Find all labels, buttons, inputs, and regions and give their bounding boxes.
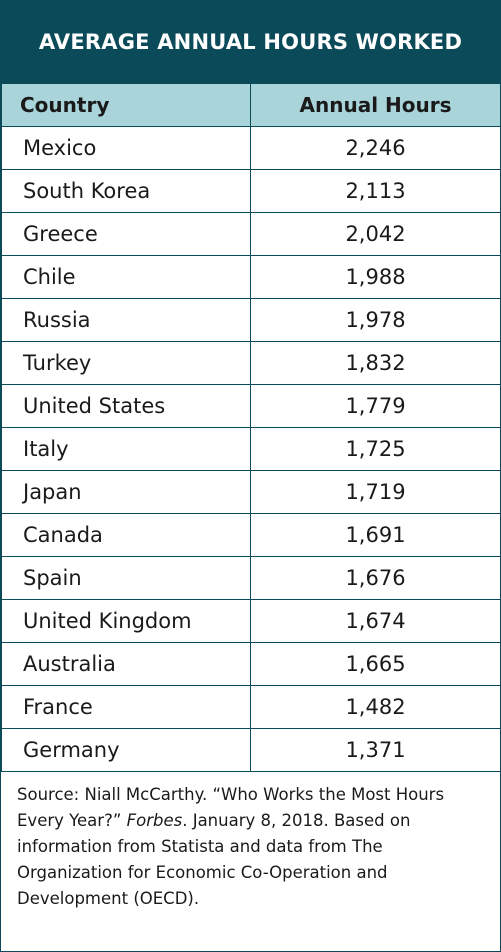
country-cell: Russia <box>1 298 251 342</box>
annual-hours-cell: 1,832 <box>250 341 501 385</box>
table-row: Canada 1,691 <box>1 513 501 557</box>
annual-hours-cell: 1,676 <box>250 556 501 600</box>
annual-hours-cell: 1,988 <box>250 255 501 299</box>
table-row: Australia 1,665 <box>1 642 501 686</box>
column-header-country: Country <box>1 83 251 127</box>
annual-hours-cell: 2,042 <box>250 212 501 256</box>
annual-hours-cell: 2,113 <box>250 169 501 213</box>
country-cell: Canada <box>1 513 251 557</box>
table-row: Chile 1,988 <box>1 255 501 299</box>
country-cell: South Korea <box>1 169 251 213</box>
annual-hours-cell: 1,371 <box>250 728 501 772</box>
table-row: France 1,482 <box>1 685 501 729</box>
country-cell: Greece <box>1 212 251 256</box>
table-row: Germany 1,371 <box>1 728 501 772</box>
source-note: Source: Niall McCarthy. “Who Works the M… <box>1 772 500 912</box>
annual-hours-cell: 1,691 <box>250 513 501 557</box>
table-header: Country Annual Hours <box>1 83 501 127</box>
table-row: United States 1,779 <box>1 384 501 428</box>
country-cell: Mexico <box>1 126 251 170</box>
header-row: Country Annual Hours <box>1 83 501 127</box>
source-text-continued: . January 8, 2018. Based on information … <box>17 811 411 908</box>
country-cell: Spain <box>1 556 251 600</box>
annual-hours-cell: 1,978 <box>250 298 501 342</box>
table-row: Turkey 1,832 <box>1 341 501 385</box>
country-cell: Japan <box>1 470 251 514</box>
table-row: Japan 1,719 <box>1 470 501 514</box>
country-cell: Australia <box>1 642 251 686</box>
country-cell: Italy <box>1 427 251 471</box>
annual-hours-cell: 1,482 <box>250 685 501 729</box>
table-row: Italy 1,725 <box>1 427 501 471</box>
annual-hours-cell: 1,779 <box>250 384 501 428</box>
annual-hours-cell: 1,719 <box>250 470 501 514</box>
table-row: South Korea 2,113 <box>1 169 501 213</box>
title-bar: AVERAGE ANNUAL HOURS WORKED <box>1 1 500 83</box>
table-body: Mexico 2,246 South Korea 2,113 Greece 2,042 Ch… <box>1 126 501 772</box>
country-cell: Chile <box>1 255 251 299</box>
table-row: Greece 2,042 <box>1 212 501 256</box>
table-row: Mexico 2,246 <box>1 126 501 170</box>
table-row: United Kingdom 1,674 <box>1 599 501 643</box>
country-cell: Germany <box>1 728 251 772</box>
annual-hours-cell: 1,725 <box>250 427 501 471</box>
country-cell: Turkey <box>1 341 251 385</box>
table-title: AVERAGE ANNUAL HOURS WORKED <box>38 30 463 54</box>
source-text: Source: Niall McCarthy. “Who Works the M… <box>17 785 445 830</box>
annual-hours-cell: 2,246 <box>250 126 501 170</box>
column-header-annual-hours: Annual Hours <box>250 83 501 127</box>
country-cell: France <box>1 685 251 729</box>
source-publication: Forbes <box>126 811 183 830</box>
table-row: Russia 1,978 <box>1 298 501 342</box>
country-cell: United States <box>1 384 251 428</box>
annual-hours-cell: 1,665 <box>250 642 501 686</box>
table-row: Spain 1,676 <box>1 556 501 600</box>
country-cell: United Kingdom <box>1 599 251 643</box>
annual-hours-cell: 1,674 <box>250 599 501 643</box>
hours-table: Country Annual Hours Mexico 2,246 South Ko… <box>1 83 501 772</box>
